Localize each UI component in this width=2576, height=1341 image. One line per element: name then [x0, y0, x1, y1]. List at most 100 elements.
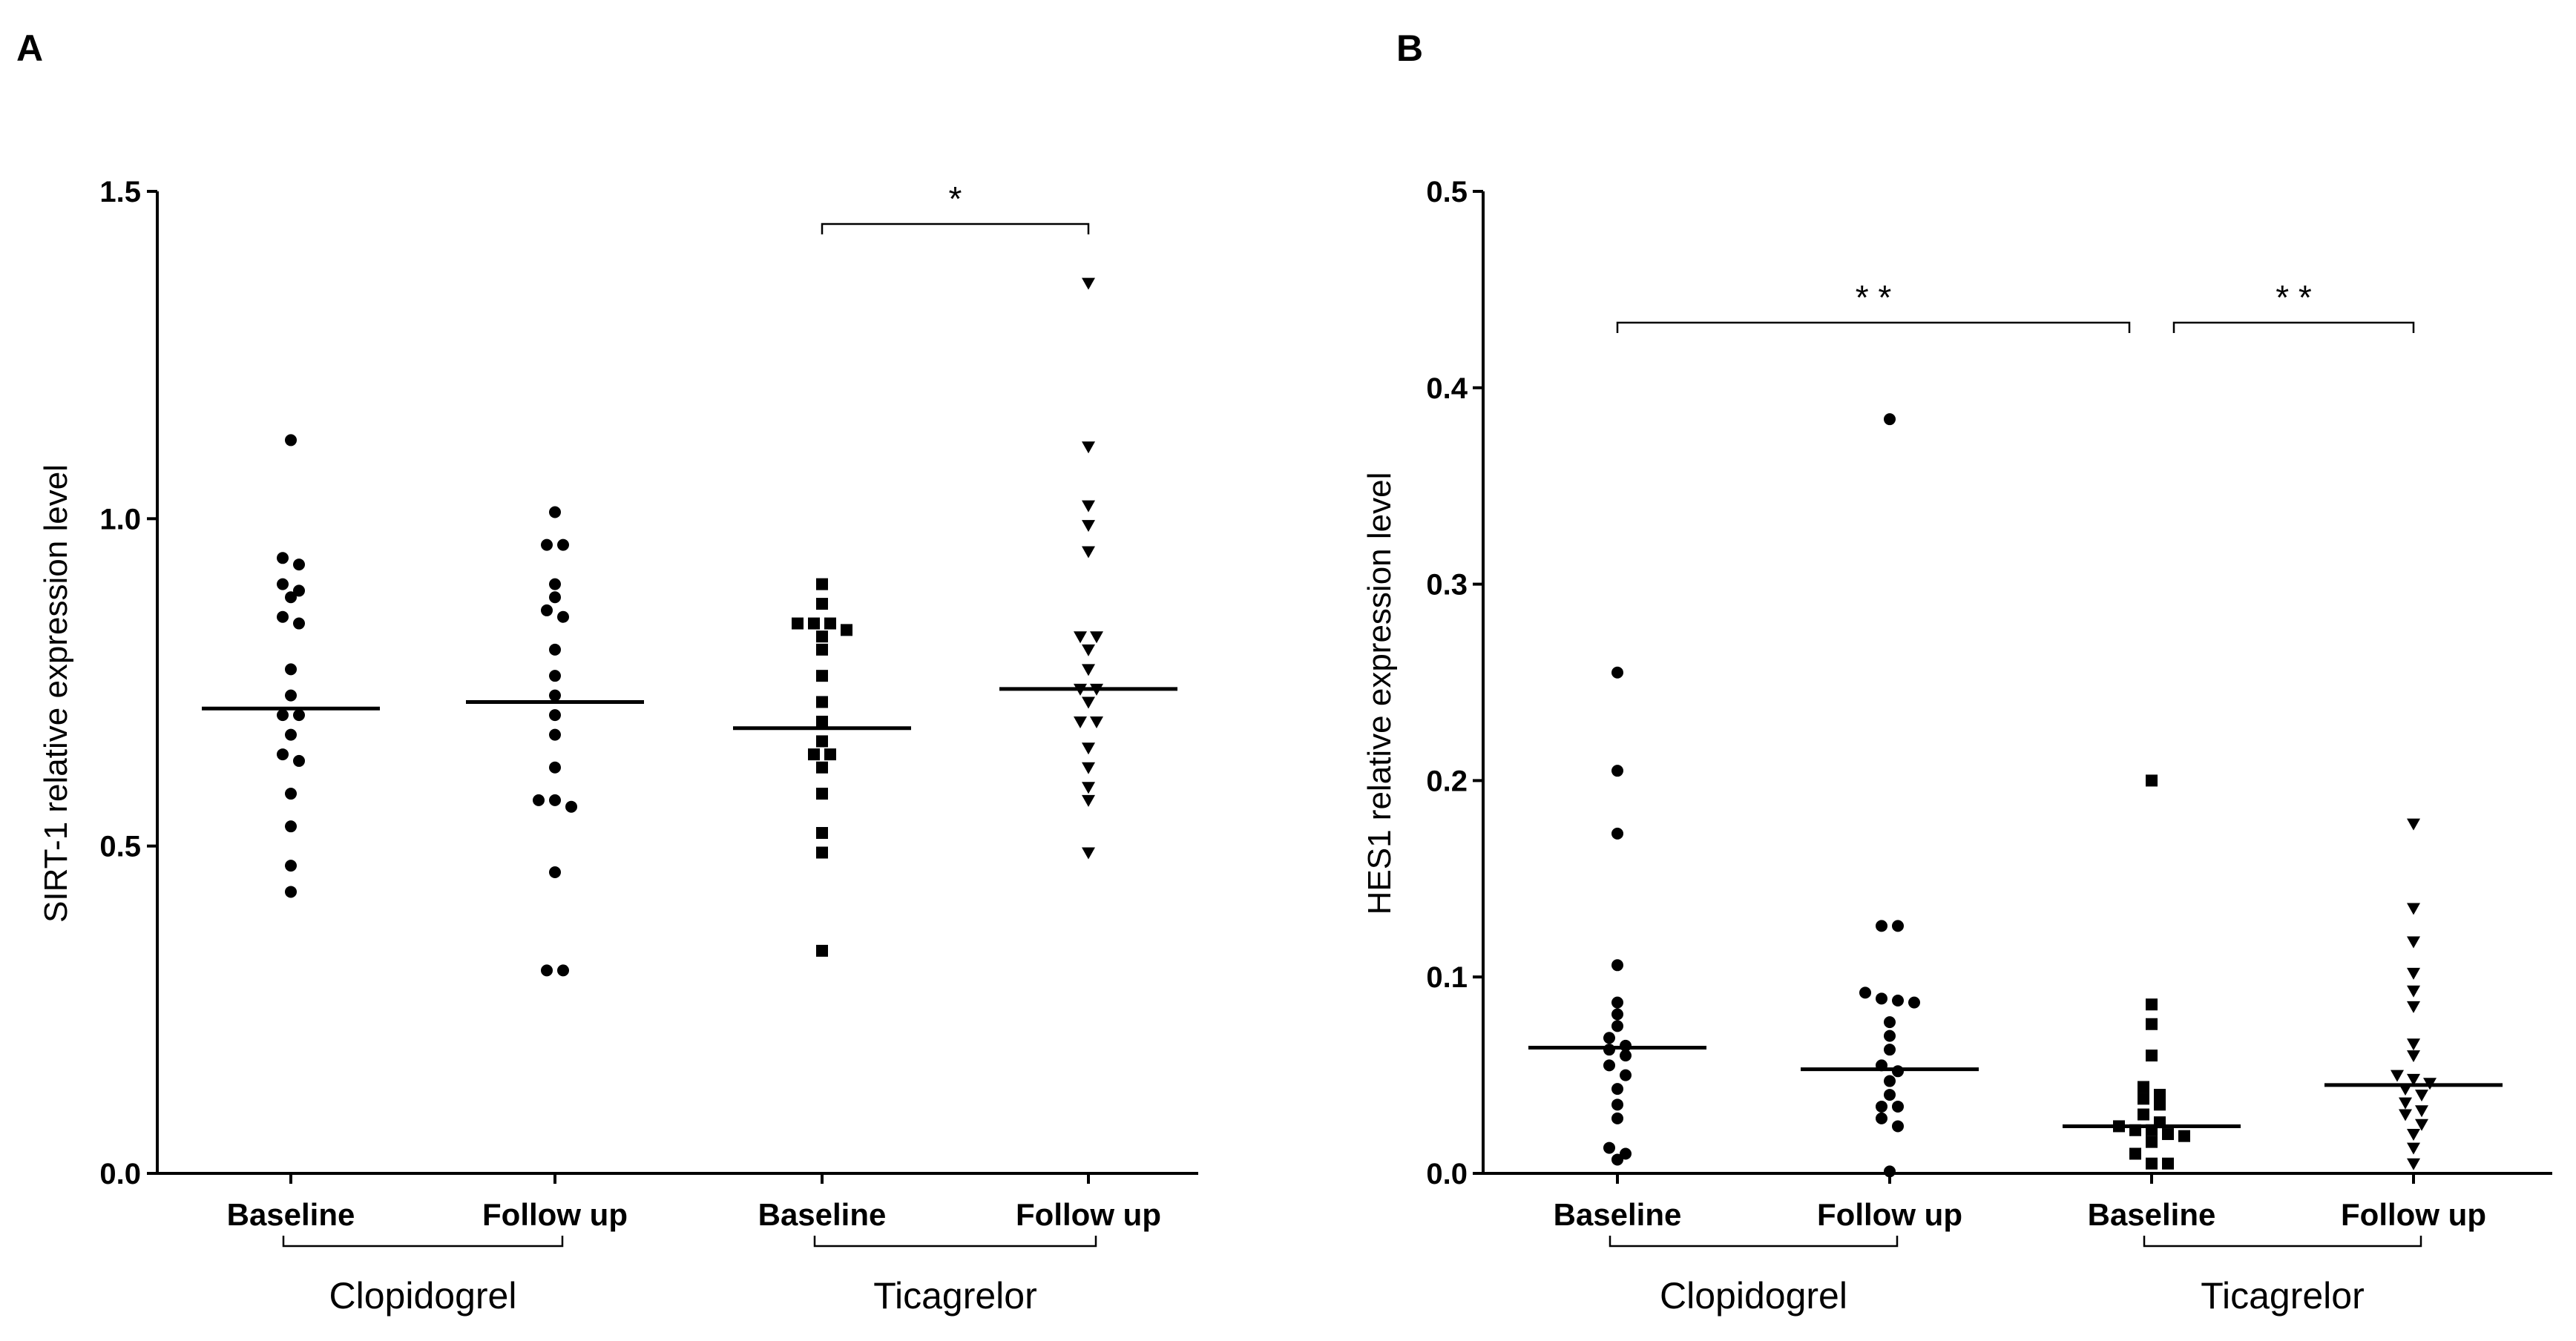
data-point: [1082, 794, 1095, 807]
data-point: [816, 846, 828, 859]
group-bracket: [1609, 1236, 1899, 1248]
data-point: [2407, 1129, 2420, 1141]
data-point: [2407, 936, 2420, 949]
data-point: [549, 866, 561, 878]
data-point: [549, 591, 561, 604]
data-point: [549, 794, 561, 806]
data-point: [1884, 1044, 1896, 1056]
series-1: [1801, 413, 1979, 1178]
x-tick-label: Follow up: [1817, 1197, 1962, 1232]
panel-a: A SIRT-1 relative expression level 0.00.…: [16, 27, 1198, 1317]
data-point: [1603, 1044, 1615, 1056]
data-point: [549, 670, 561, 682]
data-point: [1611, 1083, 1623, 1095]
data-point: [293, 754, 305, 767]
data-point: [2129, 1147, 2141, 1160]
data-point: [816, 578, 828, 590]
x-tick-label: Baseline: [2088, 1197, 2216, 1232]
x-tick-label: Baseline: [227, 1197, 355, 1232]
data-point: [1082, 644, 1095, 656]
significance-bracket: [821, 223, 1090, 234]
data-point: [1082, 696, 1095, 709]
data-point: [2391, 1070, 2404, 1082]
data-point: [1908, 996, 1920, 1009]
y-tick-label: 0.3: [1426, 569, 1468, 602]
data-point: [1074, 631, 1087, 644]
data-point: [2407, 1158, 2420, 1170]
data-point: [285, 886, 297, 898]
data-point: [277, 578, 289, 590]
data-point: [1859, 986, 1871, 999]
panel-label-a: A: [16, 27, 43, 69]
data-point: [549, 761, 561, 774]
group-bracket: [282, 1236, 564, 1248]
y-axis-label-b: HES1 relative expression level: [1361, 472, 1398, 915]
data-point: [1603, 1141, 1615, 1154]
data-point: [2146, 1050, 2158, 1062]
group-bracket: [2143, 1236, 2422, 1248]
data-point: [1082, 441, 1095, 454]
data-point: [1611, 1112, 1623, 1124]
group-label: Ticagrelor: [873, 1275, 1036, 1317]
data-point: [2407, 903, 2420, 915]
data-point: [1884, 1089, 1896, 1101]
data-point: [565, 800, 577, 813]
data-point: [533, 794, 545, 806]
data-point: [816, 670, 828, 682]
group-bracket: [813, 1236, 1097, 1248]
data-point: [2399, 1109, 2412, 1121]
data-point: [1884, 1075, 1896, 1087]
data-point: [285, 591, 297, 604]
data-point: [549, 728, 561, 741]
data-point: [2407, 967, 2420, 980]
data-point: [1082, 500, 1095, 513]
data-point: [2399, 1097, 2412, 1110]
panel-b: B HES1 relative expression level 0.00.10…: [1361, 27, 2552, 1317]
data-point: [1892, 920, 1904, 932]
data-point: [285, 434, 297, 447]
data-point: [549, 506, 561, 518]
y-tick-label: 1.5: [99, 176, 141, 208]
x-tick-label: Follow up: [1016, 1197, 1161, 1232]
y-tick-label: 0.5: [99, 831, 141, 863]
data-point: [1082, 664, 1095, 676]
data-point: [2415, 1105, 2428, 1118]
data-point: [1082, 277, 1095, 290]
data-point: [2415, 1118, 2428, 1131]
y-tick-label: 0.0: [1426, 1158, 1468, 1190]
data-point: [2178, 1130, 2190, 1142]
y-tick-label: 1.0: [99, 503, 141, 536]
data-point: [2154, 1089, 2166, 1101]
data-point: [816, 696, 828, 708]
data-point: [792, 617, 804, 630]
data-point: [816, 630, 828, 643]
data-point: [293, 617, 305, 630]
data-point: [1611, 1008, 1623, 1021]
data-point: [808, 748, 820, 761]
data-point: [1884, 1029, 1896, 1042]
data-point: [2154, 1098, 2166, 1111]
data-point: [293, 559, 305, 571]
plot-area-a: 0.0 0.5 1.0 1.5 Baseline Follow up Baseline Fol…: [99, 176, 1198, 1317]
data-point: [816, 761, 828, 774]
data-point: [1082, 782, 1095, 794]
data-point: [1620, 1050, 1632, 1062]
data-point: [1611, 959, 1623, 972]
data-point: [549, 643, 561, 656]
data-point: [1090, 716, 1103, 728]
data-point: [824, 748, 836, 761]
data-point: [557, 610, 569, 623]
significance-label: * *: [1856, 278, 1892, 317]
y-tick-label: 0.2: [1426, 765, 1468, 797]
data-point: [1611, 765, 1623, 777]
data-point: [1620, 1147, 1632, 1160]
data-point: [1884, 413, 1896, 426]
group-label: Ticagrelor: [2201, 1275, 2364, 1317]
data-point: [541, 538, 553, 551]
series-0: [1528, 666, 1706, 1166]
data-point: [816, 715, 828, 728]
data-point: [557, 964, 569, 977]
data-point: [2162, 1157, 2174, 1170]
data-point: [816, 735, 828, 748]
data-point: [1884, 1016, 1896, 1029]
